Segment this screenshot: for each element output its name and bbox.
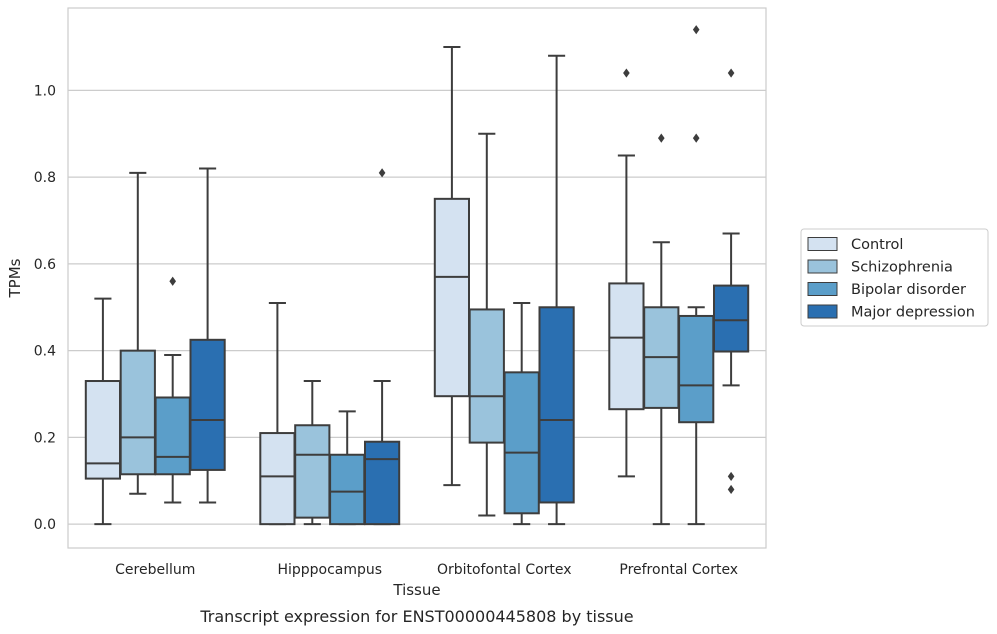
- outlier-point: [692, 25, 700, 35]
- box-bipolar-disorder: [503, 301, 540, 526]
- box-iqr: [363, 440, 401, 526]
- legend: Control Schizophrenia Bipolar disorder Majo…: [800, 228, 989, 327]
- y-tick-label: 0.8: [34, 170, 56, 186]
- y-tick-labels: 0.0 0.2 0.4 0.6 0.8 1.0: [34, 83, 56, 533]
- box-iqr: [503, 371, 540, 515]
- outlier-point: [657, 133, 665, 143]
- box-bipolar-disorder: [678, 25, 715, 526]
- legend-entry-label: Schizophrenia: [851, 260, 953, 276]
- box-iqr: [608, 282, 645, 411]
- legend-swatch: [807, 237, 838, 251]
- box-iqr: [154, 396, 191, 476]
- box-iqr: [468, 308, 505, 444]
- x-axis-label: Tissue: [392, 581, 440, 599]
- box-bipolar-disorder: [154, 276, 191, 504]
- box-bipolar-disorder: [329, 410, 366, 526]
- box-control: [608, 68, 645, 478]
- box-major-depression: [538, 54, 575, 526]
- outlier-point: [169, 276, 177, 286]
- legend-swatch: [807, 282, 838, 296]
- x-tick-label: Cerebellum: [115, 562, 195, 578]
- box-schizophrenia: [119, 171, 156, 495]
- y-axis-label: TPMs: [6, 258, 24, 298]
- x-tick-label: Orbitofontal Cortex: [437, 562, 572, 578]
- legend-entry-label: Control: [851, 237, 903, 253]
- box-iqr: [119, 349, 156, 476]
- box-iqr: [294, 424, 331, 519]
- box-control: [433, 46, 471, 487]
- box-iqr: [329, 453, 366, 526]
- box-schizophrenia: [294, 380, 331, 526]
- plot-frame: [67, 7, 767, 549]
- box-groups: [84, 25, 750, 526]
- x-tick-labels: Cerebellum Hipppocampus Orbitofontal Corte…: [115, 562, 738, 578]
- y-tick-label: 0.6: [34, 257, 56, 273]
- chart-caption: Transcript expression for ENST0000044580…: [199, 607, 633, 626]
- outlier-point: [378, 168, 386, 178]
- box-control: [84, 297, 122, 526]
- box-iqr: [189, 338, 226, 471]
- box-iqr: [259, 432, 296, 526]
- x-tick-label: Hipppocampus: [277, 562, 382, 578]
- legend-swatch: [807, 259, 838, 274]
- box-iqr: [433, 197, 471, 398]
- y-tick-label: 1.0: [34, 83, 56, 99]
- y-tick-label: 0.0: [34, 517, 56, 533]
- outlier-point: [727, 68, 735, 78]
- outlier-point: [623, 68, 630, 78]
- legend-swatch: [807, 304, 838, 319]
- legend-frame: [800, 228, 989, 327]
- y-tick-label: 0.4: [34, 344, 56, 360]
- box-schizophrenia: [468, 132, 505, 517]
- box-control: [259, 301, 296, 526]
- outlier-point: [727, 484, 735, 495]
- box-major-depression: [363, 168, 401, 526]
- box-major-depression: [189, 167, 226, 504]
- outlier-point: [727, 471, 735, 482]
- y-tick-label: 0.2: [34, 430, 56, 446]
- box-iqr: [712, 284, 750, 353]
- x-tick-label: Prefrontal Cortex: [619, 562, 738, 578]
- legend-entry-label: Major depression: [851, 305, 975, 321]
- box-iqr: [84, 380, 122, 480]
- box-iqr: [678, 314, 715, 424]
- box-iqr: [538, 306, 575, 504]
- box-schizophrenia: [643, 133, 680, 526]
- box-major-depression: [712, 68, 750, 495]
- legend-entry-label: Bipolar disorder: [851, 282, 966, 298]
- outlier-point: [692, 133, 700, 143]
